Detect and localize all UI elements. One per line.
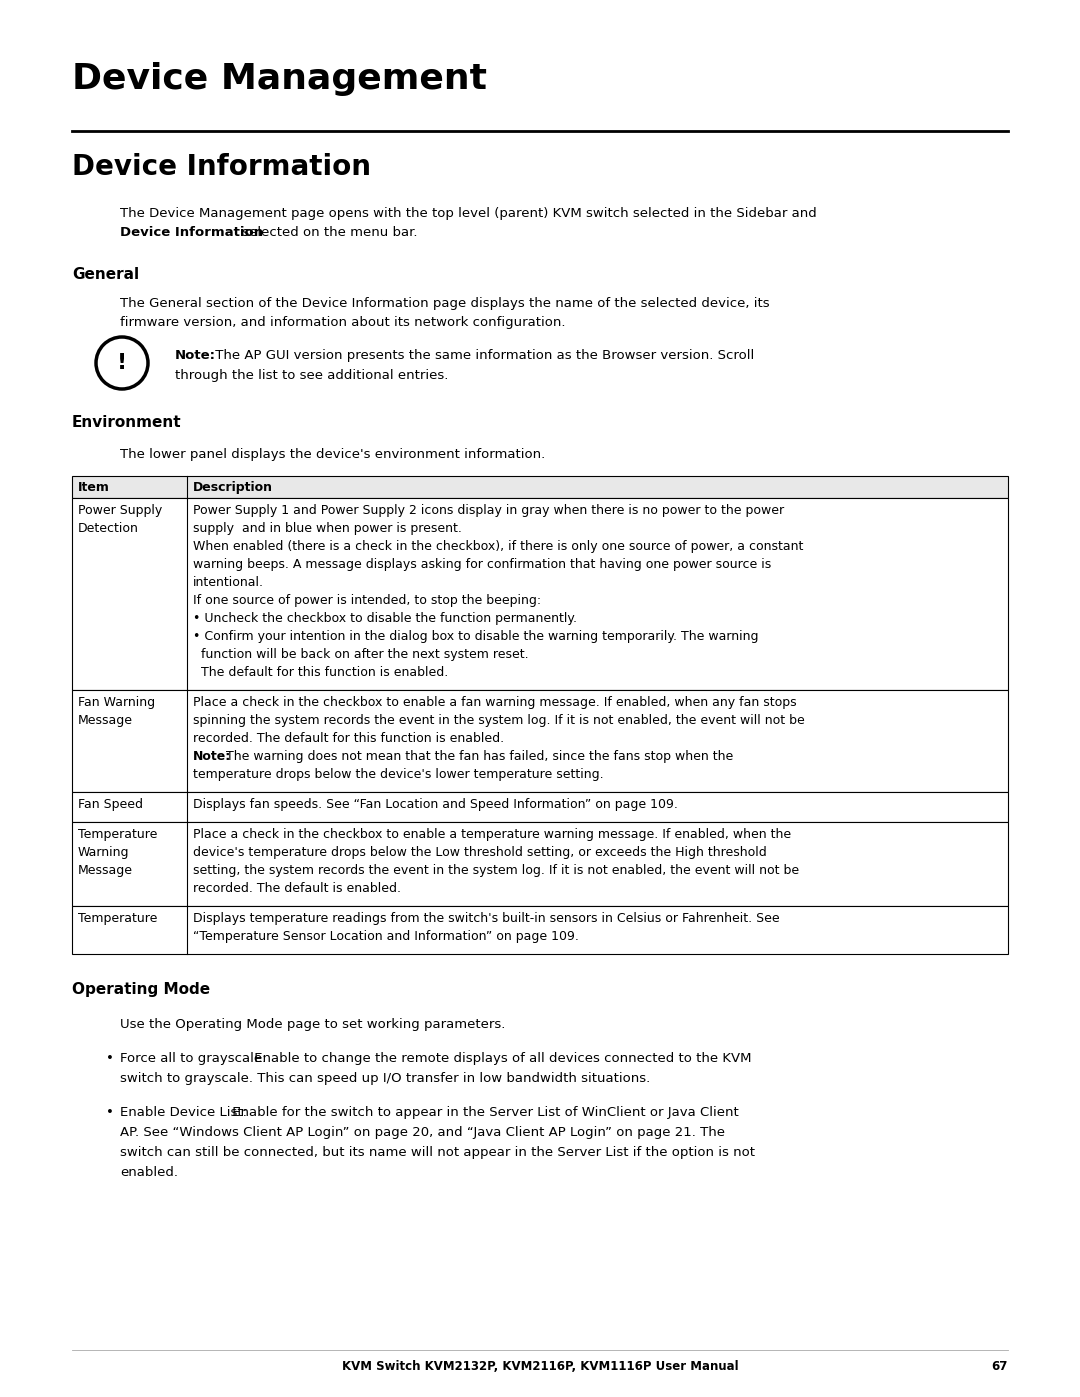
- Text: The warning does not mean that the fan has failed, since the fans stop when the: The warning does not mean that the fan h…: [222, 750, 733, 763]
- Text: “Temperature Sensor Location and Information” on page 109.: “Temperature Sensor Location and Informa…: [193, 930, 579, 943]
- FancyBboxPatch shape: [72, 792, 1008, 821]
- Text: The AP GUI version presents the same information as the Browser version. Scroll: The AP GUI version presents the same inf…: [211, 349, 754, 362]
- Text: through the list to see additional entries.: through the list to see additional entri…: [175, 369, 448, 381]
- Text: •: •: [106, 1106, 113, 1119]
- Text: Temperature: Temperature: [78, 828, 158, 841]
- Text: switch can still be connected, but its name will not appear in the Server List i: switch can still be connected, but its n…: [120, 1146, 755, 1160]
- Text: When enabled (there is a check in the checkbox), if there is only one source of : When enabled (there is a check in the ch…: [193, 541, 804, 553]
- Text: Description: Description: [193, 481, 273, 495]
- FancyBboxPatch shape: [72, 821, 1008, 907]
- Text: The lower panel displays the device's environment information.: The lower panel displays the device's en…: [120, 448, 545, 461]
- Text: Force all to grayscale:: Force all to grayscale:: [120, 1052, 267, 1065]
- Text: The General section of the Device Information page displays the name of the sele: The General section of the Device Inform…: [120, 298, 770, 310]
- FancyBboxPatch shape: [72, 690, 1008, 792]
- Text: The default for this function is enabled.: The default for this function is enabled…: [193, 666, 448, 679]
- Text: AP. See “Windows Client AP Login” on page 20, and “Java Client AP Login” on page: AP. See “Windows Client AP Login” on pag…: [120, 1126, 725, 1139]
- Text: Fan Speed: Fan Speed: [78, 798, 143, 812]
- Text: General: General: [72, 267, 139, 282]
- Text: • Confirm your intention in the dialog box to disable the warning temporarily. T: • Confirm your intention in the dialog b…: [193, 630, 758, 643]
- Text: If one source of power is intended, to stop the beeping:: If one source of power is intended, to s…: [193, 594, 541, 608]
- Text: Power Supply 1 and Power Supply 2 icons display in gray when there is no power t: Power Supply 1 and Power Supply 2 icons …: [193, 504, 784, 517]
- Text: Message: Message: [78, 714, 133, 726]
- Text: Operating Mode: Operating Mode: [72, 982, 211, 997]
- Text: recorded. The default is enabled.: recorded. The default is enabled.: [193, 882, 401, 895]
- Text: Enable for the switch to appear in the Server List of WinClient or Java Client: Enable for the switch to appear in the S…: [228, 1106, 739, 1119]
- Text: function will be back on after the next system reset.: function will be back on after the next …: [193, 648, 528, 661]
- FancyBboxPatch shape: [72, 497, 1008, 690]
- Text: Displays temperature readings from the switch's built-in sensors in Celsius or F: Displays temperature readings from the s…: [193, 912, 780, 925]
- Text: The Device Management page opens with the top level (parent) KVM switch selected: The Device Management page opens with th…: [120, 207, 816, 219]
- Text: • Uncheck the checkbox to disable the function permanently.: • Uncheck the checkbox to disable the fu…: [193, 612, 577, 624]
- Text: switch to grayscale. This can speed up I/O transfer in low bandwidth situations.: switch to grayscale. This can speed up I…: [120, 1071, 650, 1085]
- Text: Place a check in the checkbox to enable a fan warning message. If enabled, when : Place a check in the checkbox to enable …: [193, 696, 797, 710]
- Text: supply  and in blue when power is present.: supply and in blue when power is present…: [193, 522, 462, 535]
- Text: spinning the system records the event in the system log. If it is not enabled, t: spinning the system records the event in…: [193, 714, 805, 726]
- FancyBboxPatch shape: [72, 476, 1008, 497]
- Text: intentional.: intentional.: [193, 576, 264, 590]
- Text: Warning: Warning: [78, 847, 130, 859]
- Text: Enable to change the remote displays of all devices connected to the KVM: Enable to change the remote displays of …: [249, 1052, 752, 1065]
- Text: Item: Item: [78, 481, 110, 495]
- Text: temperature drops below the device's lower temperature setting.: temperature drops below the device's low…: [193, 768, 604, 781]
- Text: Device Management: Device Management: [72, 61, 487, 96]
- Text: firmware version, and information about its network configuration.: firmware version, and information about …: [120, 316, 566, 330]
- Text: 67: 67: [991, 1361, 1008, 1373]
- Text: Place a check in the checkbox to enable a temperature warning message. If enable: Place a check in the checkbox to enable …: [193, 828, 792, 841]
- Text: setting, the system records the event in the system log. If it is not enabled, t: setting, the system records the event in…: [193, 863, 799, 877]
- Text: !: !: [117, 353, 127, 373]
- FancyBboxPatch shape: [72, 907, 1008, 954]
- Text: recorded. The default for this function is enabled.: recorded. The default for this function …: [193, 732, 504, 745]
- Text: enabled.: enabled.: [120, 1166, 178, 1179]
- Text: KVM Switch KVM2132P, KVM2116P, KVM1116P User Manual: KVM Switch KVM2132P, KVM2116P, KVM1116P …: [341, 1361, 739, 1373]
- Text: Device Information: Device Information: [72, 154, 372, 182]
- Text: Enable Device List:: Enable Device List:: [120, 1106, 247, 1119]
- Text: Use the Operating Mode page to set working parameters.: Use the Operating Mode page to set worki…: [120, 1018, 505, 1031]
- Text: Temperature: Temperature: [78, 912, 158, 925]
- Text: Note:: Note:: [193, 750, 231, 763]
- Text: Displays fan speeds. See “Fan Location and Speed Information” on page 109.: Displays fan speeds. See “Fan Location a…: [193, 798, 678, 812]
- Text: Device Information: Device Information: [120, 226, 264, 239]
- Text: Power Supply: Power Supply: [78, 504, 162, 517]
- Text: Fan Warning: Fan Warning: [78, 696, 156, 710]
- Text: warning beeps. A message displays asking for confirmation that having one power : warning beeps. A message displays asking…: [193, 557, 771, 571]
- Text: Environment: Environment: [72, 415, 181, 430]
- Text: Detection: Detection: [78, 522, 139, 535]
- Text: •: •: [106, 1052, 113, 1065]
- Text: selected on the menu bar.: selected on the menu bar.: [238, 226, 418, 239]
- Text: device's temperature drops below the Low threshold setting, or exceeds the High : device's temperature drops below the Low…: [193, 847, 767, 859]
- Text: Note:: Note:: [175, 349, 216, 362]
- Text: Message: Message: [78, 863, 133, 877]
